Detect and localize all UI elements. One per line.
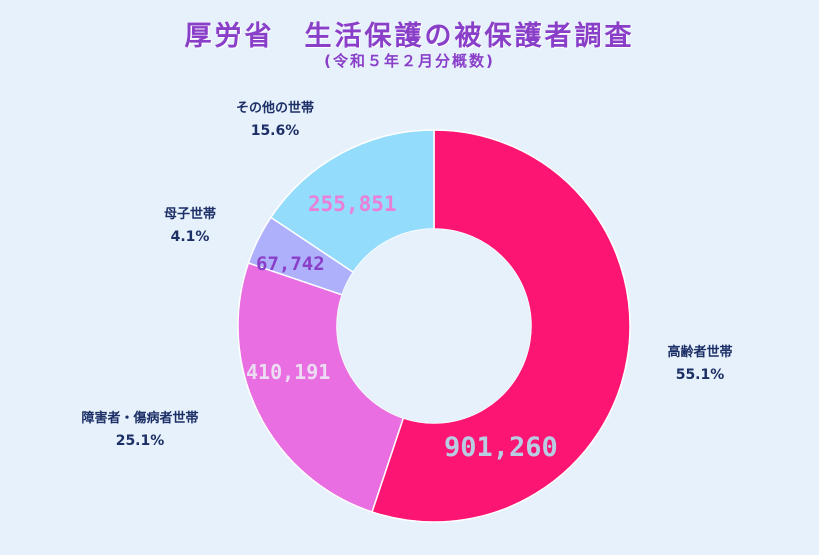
slice-label-other: その他の世帯 15.6% [205, 98, 345, 142]
slice-percent: 15.6% [250, 123, 300, 139]
donut-hole [337, 229, 531, 423]
slice-value-disabled: 410,191 [246, 360, 331, 384]
chart-subtitle: (令和５年２月分概数) [324, 52, 495, 70]
slice-percent: 25.1% [115, 433, 165, 449]
chart-title: 厚労省 生活保護の被保護者調査 [184, 21, 635, 52]
slice-value-single-mother: 67,742 [256, 253, 325, 275]
slice-value-elderly: 901,260 [444, 432, 558, 463]
slice-name: 母子世帯 [163, 207, 216, 222]
slice-label-disabled: 障害者・傷病者世帯 25.1% [45, 408, 235, 452]
slice-name: その他の世帯 [235, 101, 314, 116]
slice-label-elderly: 高齢者世帯 55.1% [640, 342, 760, 386]
slice-value-other: 255,851 [308, 192, 397, 216]
slice-percent: 55.1% [675, 367, 725, 383]
slice-name: 高齢者世帯 [667, 345, 733, 360]
slice-label-single-mother: 母子世帯 4.1% [135, 204, 245, 248]
slice-percent: 4.1% [170, 229, 210, 245]
slice-name: 障害者・傷病者世帯 [81, 411, 199, 426]
